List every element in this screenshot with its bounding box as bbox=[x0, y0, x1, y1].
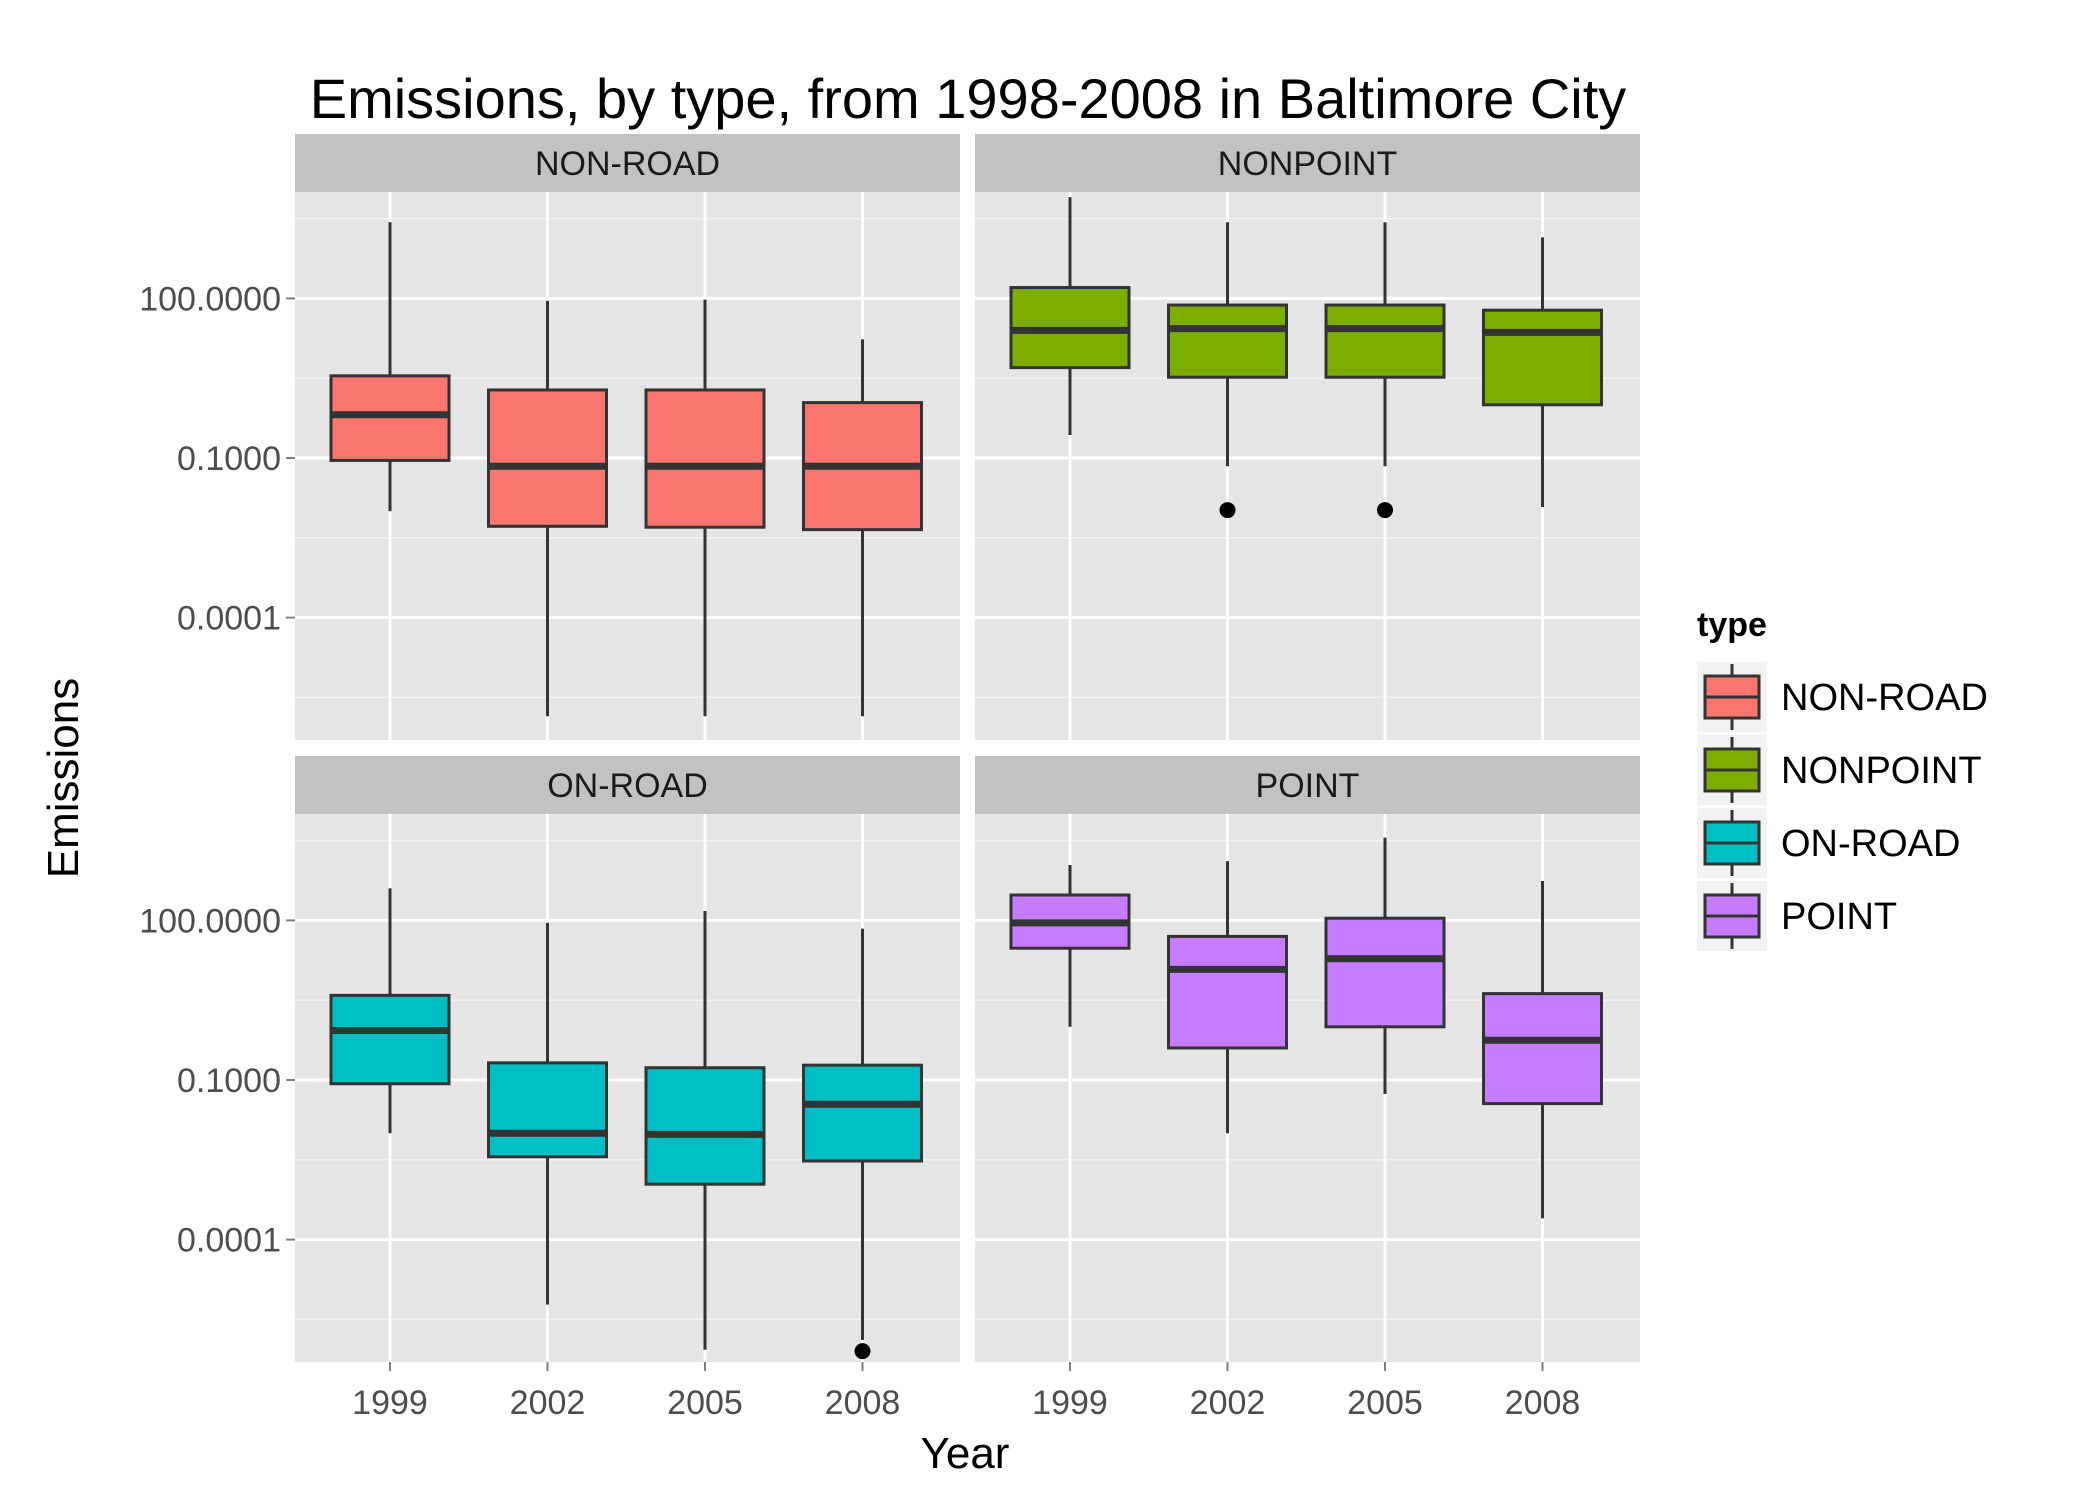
box-nonpoint-1999 bbox=[1009, 197, 1131, 436]
legend-title: type bbox=[1697, 606, 1767, 644]
facet-strip bbox=[975, 134, 1640, 192]
y-tick-label: 0.1000 bbox=[177, 440, 281, 478]
y-tick-label: 0.0001 bbox=[177, 1222, 281, 1260]
box-body bbox=[802, 1063, 923, 1163]
facet-strip-label: NONPOINT bbox=[1218, 145, 1397, 183]
box-nonpoint-2008 bbox=[1482, 237, 1603, 507]
facet-nonpoint: NONPOINT bbox=[975, 134, 1640, 740]
box-nonpoint-2005 bbox=[1324, 222, 1446, 519]
facet-non-road: NON-ROAD 100.0000 0.1000 0.0001 bbox=[139, 134, 960, 740]
y-tick-label: 0.1000 bbox=[177, 1062, 281, 1100]
box-on-road-2008 bbox=[802, 928, 923, 1360]
box-point-2005 bbox=[1324, 837, 1446, 1095]
box-body bbox=[644, 1066, 766, 1186]
facet-on-road: ON-ROAD 100.0000 0.1000 0.0001 1999 2002 2005 2… bbox=[139, 756, 960, 1422]
outlier-point bbox=[1219, 502, 1236, 519]
box-body bbox=[1167, 934, 1288, 1050]
legend-item-nonpoint: NONPOINT bbox=[1697, 735, 1982, 805]
box-body bbox=[644, 388, 766, 529]
outlier-point bbox=[854, 1343, 871, 1360]
x-axis-title: Year bbox=[921, 1429, 1010, 1478]
box-non-road-1999 bbox=[329, 222, 451, 512]
box-point-1999 bbox=[1009, 864, 1131, 1027]
facet-strip bbox=[975, 756, 1640, 814]
y-tick-label: 100.0000 bbox=[139, 280, 281, 318]
box-point-2002 bbox=[1167, 861, 1288, 1134]
x-tick-label: 2008 bbox=[1505, 1384, 1581, 1422]
y-tick-label: 100.0000 bbox=[139, 902, 281, 940]
box-non-road-2002 bbox=[487, 300, 608, 717]
box-body bbox=[1324, 303, 1446, 379]
x-tick-label: 2002 bbox=[510, 1384, 586, 1422]
box-body bbox=[487, 388, 608, 528]
box-body bbox=[1324, 916, 1446, 1029]
outlier-point bbox=[1377, 502, 1393, 519]
panel-plot-area bbox=[295, 814, 960, 1362]
box-non-road-2005 bbox=[644, 299, 766, 717]
facet-strip bbox=[295, 134, 960, 192]
legend-label: POINT bbox=[1781, 896, 1897, 938]
x-tick-label: 2002 bbox=[1190, 1384, 1266, 1422]
legend: type NON-ROAD NONPOINT ON-ROAD POINT bbox=[1697, 606, 1988, 951]
legend-item-non-road: NON-ROAD bbox=[1697, 662, 1988, 732]
panel-plot-area bbox=[975, 814, 1640, 1362]
facet-strip bbox=[295, 756, 960, 814]
y-tick-label: 0.0001 bbox=[177, 600, 281, 638]
legend-label: NONPOINT bbox=[1781, 750, 1982, 792]
box-body bbox=[1482, 992, 1603, 1106]
x-tick-label: 2005 bbox=[1347, 1384, 1423, 1422]
x-tick-label: 1999 bbox=[352, 1384, 428, 1422]
box-body bbox=[1482, 308, 1603, 407]
box-nonpoint-2002 bbox=[1167, 222, 1288, 519]
box-on-road-1999 bbox=[329, 888, 451, 1134]
legend-label: ON-ROAD bbox=[1781, 823, 1960, 865]
legend-item-on-road: ON-ROAD bbox=[1697, 808, 1960, 878]
x-tick-label: 2005 bbox=[667, 1384, 743, 1422]
panel-plot-area bbox=[295, 192, 960, 740]
box-point-2008 bbox=[1482, 881, 1603, 1219]
facet-strip-label: ON-ROAD bbox=[547, 767, 708, 805]
y-axis-title: Emissions bbox=[39, 678, 88, 879]
chart-title: Emissions, by type, from 1998-2008 in Ba… bbox=[310, 67, 1627, 130]
x-tick-label: 1999 bbox=[1032, 1384, 1108, 1422]
panel-plot-area bbox=[975, 192, 1640, 740]
x-tick-label: 2008 bbox=[825, 1384, 901, 1422]
box-on-road-2002 bbox=[487, 922, 608, 1305]
box-body bbox=[1167, 303, 1288, 379]
legend-label: NON-ROAD bbox=[1781, 677, 1988, 719]
panel-background bbox=[975, 192, 1640, 740]
facet-strip-label: POINT bbox=[1256, 767, 1360, 805]
box-on-road-2005 bbox=[644, 911, 766, 1350]
facet-strip-label: NON-ROAD bbox=[535, 145, 720, 183]
box-body bbox=[487, 1061, 608, 1159]
legend-item-point: POINT bbox=[1697, 881, 1897, 951]
box-body bbox=[329, 993, 451, 1086]
facet-point: POINT 1999 2002 2005 2008 bbox=[975, 756, 1640, 1422]
box-non-road-2008 bbox=[802, 339, 923, 717]
facets-layer: NON-ROAD 100.0000 0.1000 0.0001 NONPOINT ON-R… bbox=[139, 134, 1640, 1422]
